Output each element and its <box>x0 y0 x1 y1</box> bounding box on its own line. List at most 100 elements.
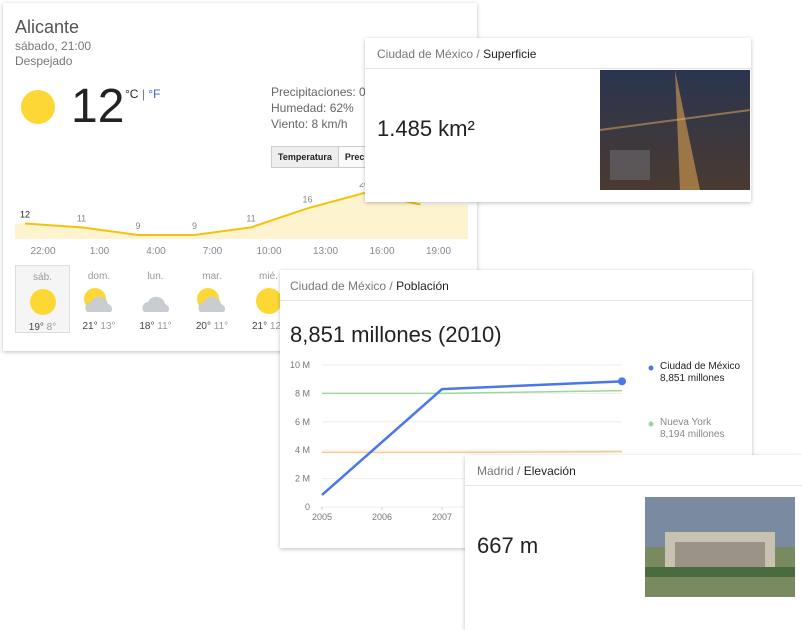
headline: 8,851 millones (2010) <box>290 322 502 347</box>
weather-icon <box>29 289 56 315</box>
high: 21° <box>251 321 268 332</box>
high: 18° <box>139 321 155 332</box>
high: 19° <box>28 322 44 333</box>
city: Alicante <box>15 17 80 37</box>
unit-f[interactable]: °F <box>148 87 161 101</box>
separator: / <box>517 464 521 478</box>
series-line <box>321 380 623 496</box>
y-tick-label: 6 M <box>295 417 310 427</box>
card-header: Madrid / Elevación <box>465 455 802 486</box>
temps: 19° 8° <box>16 322 69 333</box>
time-label: 1:00 <box>90 246 110 257</box>
time-label: 10:00 <box>256 246 281 257</box>
attribute: Superficie <box>483 47 537 61</box>
high: 21° <box>82 321 98 332</box>
temperature-label: 16 <box>302 194 312 204</box>
low: 8° <box>46 322 57 333</box>
series-line <box>322 450 623 454</box>
elevation-card: Madrid / Elevación 667 m <box>465 455 802 630</box>
point <box>618 377 626 386</box>
datetime: sábado, 21:00 <box>15 39 92 53</box>
value: 667 m <box>477 533 539 558</box>
cloud <box>141 296 169 312</box>
legend-text: Ciudad de México 8,851 millones <box>660 361 740 385</box>
attribute: Población <box>396 279 449 293</box>
legend-value: 8,194 millones <box>660 429 725 440</box>
low: 13° <box>100 321 116 332</box>
area-card: Ciudad de México / Superficie 1.485 km² <box>365 38 751 202</box>
weather-icon <box>197 288 226 312</box>
day-name: mié. <box>259 271 278 282</box>
time-label: 22:00 <box>30 246 55 257</box>
separator: / <box>389 279 393 293</box>
temperature: 12 <box>71 80 125 133</box>
day-name: sáb. <box>33 272 52 283</box>
tab[interactable]: Temperatura <box>271 146 339 168</box>
legend-value: 8,851 millones <box>660 373 725 384</box>
low: 12° <box>269 321 286 332</box>
day-name: mar. <box>202 271 222 282</box>
time-label: 7:00 <box>203 246 223 257</box>
weather-icon <box>255 288 282 314</box>
series-line <box>322 389 623 395</box>
temperature-chart: 12 22:00 11 1:00 9 4:00 9 7:00 11 10:00 16 13:00 20 1… <box>15 183 468 257</box>
day[interactable]: sáb. 19° 8° <box>15 265 70 333</box>
temperature-label: 9 <box>135 221 140 231</box>
weather-icon <box>84 288 113 312</box>
cloud <box>198 296 226 312</box>
temps: 18° 11° <box>128 321 183 332</box>
precipitation: Precipitaciones: 0% <box>271 85 377 99</box>
time-label: 19:00 <box>426 246 451 257</box>
place[interactable]: Ciudad de México <box>290 279 387 293</box>
humidity: Humedad: 62% <box>271 101 354 115</box>
temps: 20° 11° <box>185 321 240 332</box>
legend-dot <box>648 421 654 427</box>
city-photo <box>645 497 795 597</box>
y-tick-label: 0 <box>305 502 310 512</box>
low: 11° <box>213 321 229 332</box>
y-tick-label: 4 M <box>295 445 310 455</box>
y-tick-label: 2 M <box>295 474 310 484</box>
card-header: Ciudad de México / Superficie <box>365 38 751 69</box>
place[interactable]: Ciudad de México <box>377 47 474 61</box>
sun <box>29 289 56 315</box>
legend-dot <box>648 365 654 371</box>
x-tick-label: 2007 <box>432 512 452 522</box>
time-label: 16:00 <box>369 246 394 257</box>
place[interactable]: Madrid <box>477 464 514 478</box>
day[interactable]: lun. 18° 11° <box>128 265 183 333</box>
y-tick-label: 8 M <box>295 388 310 398</box>
unit-sep: | <box>141 87 145 101</box>
temperature-label: 9 <box>192 221 197 231</box>
forecast: sáb. 19° 8° dom. 21° 13° lun. 18° 11° mar. 20° … <box>15 265 475 335</box>
time-label: 4:00 <box>146 246 166 257</box>
cloud <box>85 296 113 312</box>
wind: Viento: 8 km/h <box>271 117 348 131</box>
value: 1.485 km² <box>377 116 475 141</box>
unit-c[interactable]: °C <box>125 87 139 101</box>
sun-icon <box>21 90 55 124</box>
legend-name: Nueva York <box>660 417 712 428</box>
legend-name: Ciudad de México <box>660 361 740 372</box>
y-tick-label: 10 M <box>290 360 310 370</box>
day[interactable]: dom. 21° 13° <box>72 265 127 333</box>
day[interactable]: mar. 20° 11° <box>185 265 240 333</box>
temperature-label: 12 <box>20 210 30 220</box>
low: 11° <box>157 321 172 332</box>
temps: 21° 13° <box>72 321 127 332</box>
units: °C | °F <box>125 87 160 101</box>
day-name: lun. <box>147 271 164 282</box>
legend-text: Nueva York 8,194 millones <box>660 417 740 441</box>
temperature-line <box>24 191 421 236</box>
condition: Despejado <box>15 54 73 68</box>
city-photo <box>600 70 750 190</box>
day[interactable]: mié. 21° 12° <box>241 265 296 333</box>
temps: 21° 12° <box>241 321 296 332</box>
temperature-label: 20 <box>359 183 369 189</box>
card-header: Ciudad de México / Población <box>280 270 752 301</box>
sun <box>255 288 282 314</box>
temperature-label: 11 <box>77 213 86 223</box>
